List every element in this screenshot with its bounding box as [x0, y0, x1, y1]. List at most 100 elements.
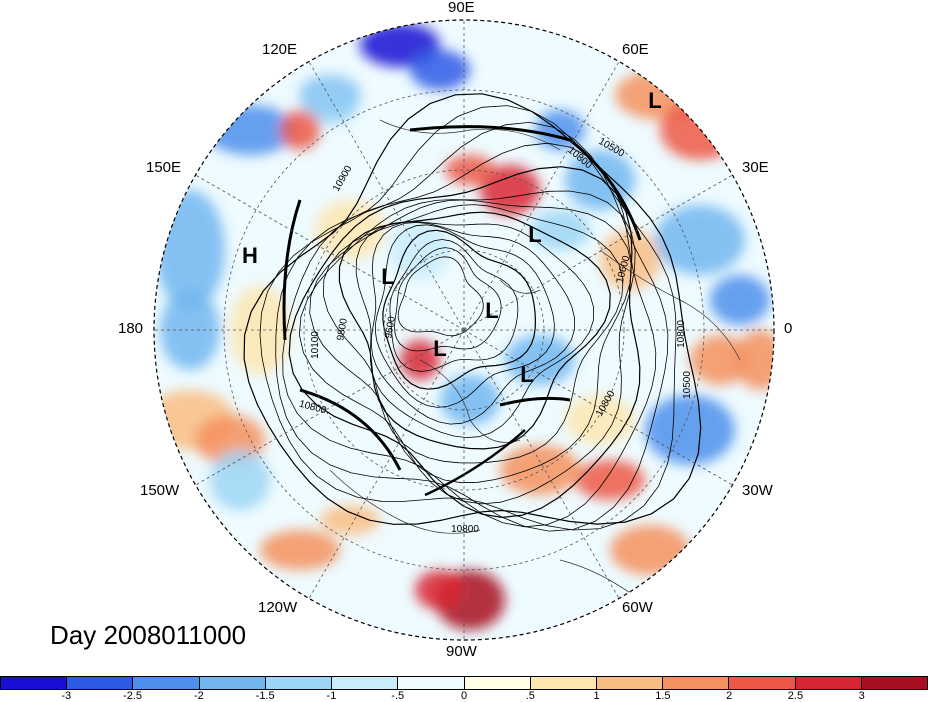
- anomaly-patch: [315, 200, 385, 260]
- jet-contour: [424, 429, 526, 497]
- anomaly-patch: [210, 450, 270, 510]
- colorbar-cell: [265, 677, 333, 689]
- colorbar-tick-label: 2: [726, 690, 733, 702]
- anomaly-patch: [565, 395, 635, 445]
- height-contour: [355, 221, 595, 439]
- anomaly-patch: [410, 50, 470, 90]
- coastline: [329, 469, 481, 534]
- lon-label-30e: 30E: [742, 159, 769, 176]
- height-contour: [322, 204, 624, 464]
- height-contour: [382, 229, 537, 390]
- colorbar-tick-label: -1: [326, 690, 337, 702]
- pressure-center-low: L: [648, 88, 661, 113]
- lon-label-30w: 30W: [742, 482, 773, 499]
- contour-value-label: 9800: [335, 317, 350, 341]
- lon-label-150e: 150E: [146, 159, 182, 176]
- height-contour: [397, 256, 484, 337]
- anomaly-patch: [655, 205, 745, 275]
- pressure-center-low: L: [381, 264, 394, 289]
- colorbar-tick-label: 2.5: [787, 690, 804, 702]
- lon-label-180: 180: [118, 320, 144, 337]
- colorbar-tick-label: -1.5: [255, 690, 275, 702]
- contour-value-label: 10800: [451, 524, 479, 535]
- colorbar-cell: [199, 677, 266, 689]
- pressure-center-low: L: [520, 362, 533, 387]
- anomaly-patch: [500, 445, 580, 495]
- coastline: [419, 359, 521, 443]
- jet-contour: [299, 388, 402, 471]
- pressure-center-low: L: [485, 298, 498, 323]
- meridian-line: [195, 174, 465, 331]
- contour-value-label: 10100: [310, 331, 321, 359]
- meridian-line: [308, 61, 465, 331]
- colorbar-cell: [663, 677, 730, 689]
- globe-boundary: [153, 19, 775, 641]
- colorbar-tick-label: -3: [61, 690, 72, 702]
- lon-label-150w: 150W: [140, 482, 180, 499]
- colorbar-cell: [133, 677, 200, 689]
- meridian-line: [308, 329, 465, 599]
- map-title: Day 2008011000: [50, 620, 247, 650]
- colorbar-cell: [67, 677, 134, 689]
- height-contour: [275, 121, 669, 532]
- colorbar-cell: [464, 677, 531, 689]
- meridian-line: [463, 61, 620, 331]
- pressure-center-high: H: [242, 243, 258, 268]
- contour-value-label: 9600: [383, 315, 398, 339]
- colorbar-tick-labels: -3 -2.5 -2 -1.5 -1 -.5 0 .5 1 1.5 2 2.5 3: [0, 690, 928, 702]
- lon-label-60w: 60W: [622, 599, 653, 616]
- anomaly-patch: [690, 335, 750, 385]
- height-contour: [374, 224, 555, 408]
- colorbar-tick-label: -2: [193, 690, 204, 702]
- colorbar-cell: [596, 677, 664, 689]
- meridian-line: [463, 329, 620, 599]
- anomaly-patch: [160, 290, 220, 370]
- coastline: [379, 119, 561, 151]
- meridian-line: [463, 174, 733, 331]
- contour-value-label: 10800: [676, 320, 687, 348]
- colorbar-cell: [530, 677, 597, 689]
- latitude-circle: [383, 249, 545, 411]
- pressure-center-low: L: [433, 336, 446, 361]
- lon-label-120w: 120W: [258, 599, 298, 616]
- height-contour: [389, 239, 519, 372]
- anomaly-patch: [645, 395, 735, 465]
- height-contour: [309, 199, 632, 484]
- coastline: [499, 279, 541, 294]
- anomaly-patch: [280, 110, 320, 150]
- anomaly-patch: [710, 275, 770, 325]
- meridian-line: [463, 329, 733, 486]
- jet-contour: [499, 396, 571, 407]
- colorbar-tick-label: -.5: [391, 690, 405, 702]
- anomaly-field: [154, 20, 774, 640]
- anomaly-patch: [300, 75, 360, 125]
- pressure-center-low: L: [528, 222, 541, 247]
- anomaly-patch: [575, 460, 645, 500]
- lon-label-90e: 90E: [448, 0, 475, 16]
- colorbar-tick-label: 1: [593, 690, 600, 702]
- lon-label-60e: 60E: [622, 41, 649, 58]
- colorbar-tick-label: 0: [460, 690, 468, 702]
- lon-label-90w: 90W: [446, 643, 477, 660]
- colorbar-tick-label: -2.5: [123, 690, 143, 702]
- colorbar-tick-label: .5: [525, 690, 535, 702]
- anomaly-patch: [440, 375, 500, 425]
- colorbar-cell: [729, 677, 796, 689]
- height-contour: [338, 211, 611, 450]
- lon-label-120e: 120E: [262, 41, 298, 58]
- latitude-circle: [303, 169, 625, 491]
- colorbar-cell: [861, 677, 928, 689]
- colorbar-cell: [795, 677, 862, 689]
- colorbar-tick-label: 3: [858, 690, 865, 702]
- lon-label-0: 0: [784, 320, 793, 337]
- jet-contour: [282, 199, 302, 341]
- height-contour: [370, 221, 575, 425]
- latitude-circle: [223, 89, 705, 571]
- colorbar-cell: [1, 677, 68, 689]
- anomaly-patch: [415, 570, 465, 610]
- height-contour: [288, 166, 641, 519]
- colorbar-cell: [398, 677, 465, 689]
- contour-value-label: 10500: [682, 371, 693, 399]
- anomaly-patch: [735, 330, 774, 390]
